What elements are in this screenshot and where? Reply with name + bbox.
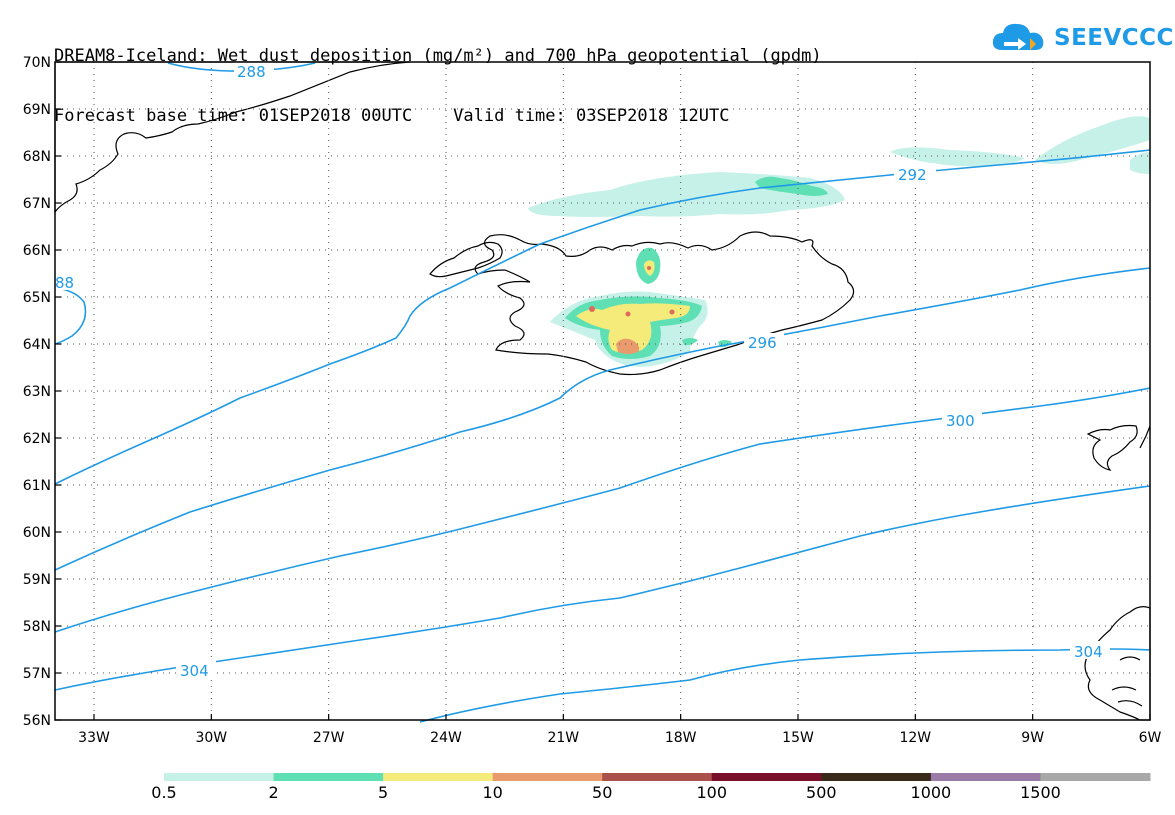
dust-area-spot-red-4 <box>647 266 651 270</box>
lon-label: 12W <box>899 730 931 746</box>
legend-label: 100 <box>697 783 728 802</box>
legend-label: 10 <box>482 783 502 802</box>
lon-label: 21W <box>547 730 579 746</box>
geopotential-contours <box>54 62 1151 723</box>
legend-label: 50 <box>592 783 612 802</box>
legend-swatch <box>711 773 822 781</box>
graticule <box>55 62 1150 720</box>
lat-label: 64N <box>23 337 51 353</box>
longitude-labels: 33W 30W 27W 24W 21W 18W 15W 12W 9W 6W <box>78 730 1161 746</box>
color-legend: 0.5 2 5 10 50 100 500 1000 1500 <box>151 773 1151 802</box>
legend-swatch <box>1040 773 1151 781</box>
dust-area-spot-red-3 <box>669 309 675 315</box>
contour-label-292: 292 <box>898 166 927 184</box>
lat-label: 62N <box>23 431 51 447</box>
cloud-arrow-icon <box>992 23 1044 50</box>
scotland-coastline <box>1084 606 1151 721</box>
iceland-westfjords <box>429 241 503 278</box>
lat-label: 61N <box>23 478 51 494</box>
dust-deposition-shading <box>528 116 1150 367</box>
lat-label: 58N <box>23 619 51 635</box>
contour-label-304-east: 304 <box>1074 643 1103 661</box>
dust-area-far-northeast <box>1035 116 1150 164</box>
dust-area-small-south <box>682 338 698 346</box>
lat-label: 56N <box>23 713 51 729</box>
hebrides <box>1111 656 1143 707</box>
lat-label: 59N <box>23 572 51 588</box>
contour-296 <box>54 267 1151 571</box>
dust-area-northeast <box>890 147 1025 167</box>
contour-label-300: 300 <box>946 412 975 430</box>
legend-label: 1500 <box>1020 783 1061 802</box>
lat-label: 65N <box>23 290 51 306</box>
title-line-2: Forecast base time: 01SEP2018 00UTC Vali… <box>54 106 730 126</box>
dust-area-center-yellow <box>576 303 690 353</box>
lon-label: 15W <box>782 730 814 746</box>
logo-text: SEEVCCC <box>1054 25 1174 51</box>
greenland-coastline <box>54 61 411 214</box>
contour-288-west <box>54 287 87 345</box>
legend-swatch <box>821 773 932 781</box>
lat-label: 57N <box>23 666 51 682</box>
lat-label: 67N <box>23 196 51 212</box>
legend-swatch <box>602 773 713 781</box>
contour-300 <box>54 387 1151 633</box>
legend-swatch <box>930 773 1041 781</box>
shetland-islands <box>1139 425 1151 449</box>
legend-swatch <box>383 773 494 781</box>
dust-area-spot-red-1 <box>589 306 595 312</box>
lat-label: 66N <box>23 243 51 259</box>
seevccc-logo: SEEVCCC <box>990 18 1174 58</box>
dust-area-spot-red-2 <box>625 311 631 317</box>
lat-label: 63N <box>23 384 51 400</box>
dust-area-east-edge <box>1130 152 1150 174</box>
lon-label: 18W <box>665 730 697 746</box>
dust-area-north <box>528 172 845 217</box>
faroe-islands <box>1086 424 1138 471</box>
legend-swatch <box>492 773 603 781</box>
contour-308 <box>419 648 1151 723</box>
axis-ticks <box>55 61 1151 721</box>
legend-label: 1000 <box>911 783 952 802</box>
contour-label-88-partial: 88 <box>55 274 74 292</box>
title-line-1: DREAM8-Iceland: Wet dust deposition (mg/… <box>54 46 822 66</box>
lon-label: 9W <box>1021 730 1044 746</box>
legend-swatch <box>164 773 275 781</box>
legend-label: 5 <box>378 783 388 802</box>
dust-area-mid-green <box>755 176 828 196</box>
lon-label: 30W <box>195 730 227 746</box>
lon-label: 33W <box>78 730 110 746</box>
legend-label: 500 <box>806 783 837 802</box>
map-title: DREAM8-Iceland: Wet dust deposition (mg/… <box>54 6 822 146</box>
contour-label-304-west: 304 <box>180 662 209 680</box>
lon-label: 24W <box>430 730 462 746</box>
contour-label-296: 296 <box>748 334 777 352</box>
contour-label-288: 288 <box>237 63 266 81</box>
lon-label: 27W <box>313 730 345 746</box>
lat-label: 70N <box>23 55 51 71</box>
lat-label: 60N <box>23 525 51 541</box>
legend-label: 2 <box>268 783 278 802</box>
lon-label: 6W <box>1139 730 1162 746</box>
lat-label: 69N <box>23 102 51 118</box>
latitude-labels: 70N 69N 68N 67N 66N 65N 64N 63N 62N 61N 60N 59N 58N 5… <box>23 55 51 729</box>
legend-swatch <box>273 773 384 781</box>
lat-label: 68N <box>23 149 51 165</box>
legend-label: 0.5 <box>151 783 176 802</box>
dust-area-center-orange <box>616 338 640 354</box>
contour-304 <box>54 485 1151 691</box>
contour-labels: 288 292 296 300 304 304 88 <box>54 62 1110 680</box>
